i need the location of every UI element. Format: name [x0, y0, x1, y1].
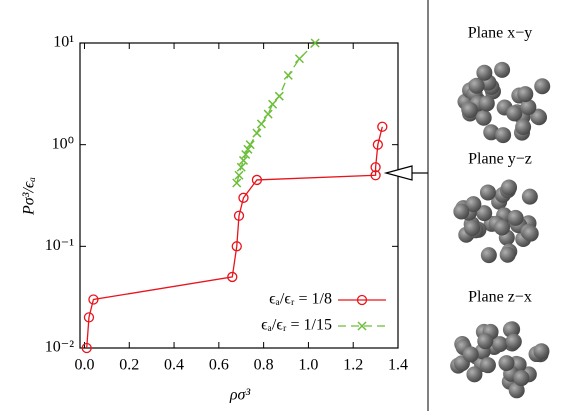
marker [81, 342, 92, 354]
marker [310, 38, 320, 48]
marker [233, 210, 245, 221]
sphere [522, 225, 539, 242]
marker [227, 271, 238, 283]
legend-marker [357, 321, 367, 331]
sphere [465, 196, 482, 213]
sphere [494, 61, 511, 78]
plot-frame [79, 42, 399, 349]
sphere [493, 219, 510, 236]
y-tick-label: 10⁻¹ [45, 237, 74, 254]
sphere [491, 336, 508, 353]
marker [88, 294, 99, 305]
marker [268, 99, 278, 109]
sphere [517, 86, 534, 103]
x-tick-label: 0.2 [119, 357, 139, 374]
marker [372, 139, 383, 150]
marker [377, 121, 388, 132]
marker [234, 170, 244, 180]
x-tick-label: 1.4 [388, 357, 408, 374]
sphere [520, 99, 537, 116]
marker [245, 140, 255, 150]
marker [263, 109, 273, 119]
marker [370, 162, 381, 173]
panel-label: Plane y−z [468, 151, 532, 168]
marker [83, 312, 95, 323]
marker [256, 119, 266, 129]
sphere [533, 343, 550, 360]
sphere [468, 77, 485, 94]
sphere [531, 109, 548, 126]
marker [243, 144, 253, 154]
sphere [498, 355, 515, 372]
y-axis-label: Pσ³/ϵₐ [21, 177, 38, 216]
x-axis-label: ρσ³ [229, 387, 251, 404]
sphere [477, 333, 494, 350]
marker [274, 91, 284, 101]
marker [241, 149, 251, 160]
marker [232, 178, 242, 188]
sphere [515, 119, 532, 136]
marker [251, 174, 263, 186]
sphere [502, 321, 519, 338]
legend-label: ϵₐ/ϵᵣ = 1/8 [269, 291, 332, 308]
x-tick-label: 0.6 [209, 357, 229, 374]
x-tick-label: 1.0 [298, 357, 318, 374]
sphere [506, 105, 523, 122]
marker [238, 155, 249, 165]
legend-marker [356, 294, 368, 306]
sphere [453, 203, 470, 220]
x-tick-label: 0.8 [254, 357, 274, 374]
arrow-head [383, 165, 413, 181]
marker [231, 241, 242, 252]
sphere [521, 188, 538, 205]
panel-label: Plane z−x [468, 289, 532, 306]
sphere [464, 219, 481, 236]
marker [294, 54, 304, 64]
sphere [507, 209, 524, 226]
y-tick-label: 10¹ [53, 34, 74, 51]
sphere [499, 246, 516, 263]
x-tick-label: 1.2 [343, 357, 363, 374]
panel-label: Plane x−y [468, 25, 533, 42]
series-line [86, 126, 383, 349]
marker [238, 192, 249, 203]
sphere [475, 109, 492, 126]
sphere [462, 346, 479, 363]
marker [370, 170, 381, 181]
sphere [505, 333, 522, 350]
sphere [466, 366, 483, 383]
marker [236, 162, 246, 172]
x-tick-label: 0.0 [74, 357, 94, 374]
sphere [513, 370, 530, 387]
sphere [480, 247, 497, 264]
sphere [508, 382, 525, 399]
sphere [534, 78, 551, 95]
sphere [476, 205, 493, 222]
sphere [479, 357, 496, 374]
sphere [479, 184, 496, 201]
marker [283, 70, 293, 80]
sphere [478, 95, 495, 112]
y-tick-label: 10⁻² [45, 339, 74, 356]
series-line [236, 42, 316, 184]
sphere [495, 127, 512, 144]
sphere [461, 101, 478, 118]
x-tick-label: 0.4 [164, 357, 184, 374]
marker [252, 128, 262, 138]
legend-label: ϵₐ/ϵᵣ = 1/15 [261, 317, 332, 334]
sphere [476, 64, 493, 81]
y-tick-label: 10⁰ [52, 135, 74, 152]
sphere [501, 179, 518, 196]
